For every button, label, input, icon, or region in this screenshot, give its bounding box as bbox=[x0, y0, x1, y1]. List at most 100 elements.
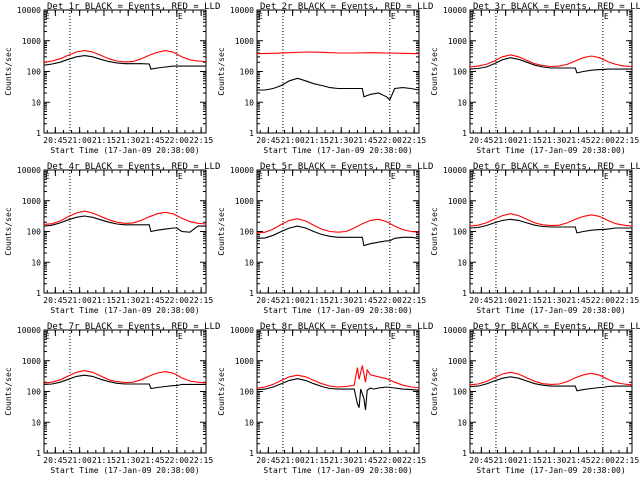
plot-frame bbox=[43, 329, 207, 454]
x-tick-label: 21:30 bbox=[116, 296, 140, 305]
events-series-line bbox=[469, 376, 632, 392]
x-tick-label: 21:15 bbox=[518, 296, 542, 305]
x-axis-label: Start Time (17-Jan-09 20:38:00) bbox=[263, 146, 412, 155]
event-marker-label: E bbox=[604, 12, 609, 21]
chart-title: Det 3r BLACK = Events, RED = LLD bbox=[473, 2, 640, 12]
x-tick-label: 22:00 bbox=[591, 136, 615, 145]
lld-series-line bbox=[256, 365, 420, 389]
y-tick-label: 10000 bbox=[17, 326, 41, 335]
y-tick-label: 100 bbox=[27, 68, 42, 77]
x-tick-label: 22:00 bbox=[378, 456, 402, 465]
x-axis-label: Start Time (17-Jan-09 20:38:00) bbox=[50, 306, 199, 315]
chart-panel-2: Det 2r BLACK = Events, RED = LLD Counts/s… bbox=[217, 2, 433, 155]
x-tick-label: 21:00 bbox=[494, 136, 518, 145]
lld-series-line bbox=[469, 371, 633, 386]
y-tick-label: 10 bbox=[244, 98, 254, 107]
lld-series-line bbox=[256, 51, 420, 55]
event-marker-label: E bbox=[471, 12, 476, 21]
event-marker-label: E bbox=[178, 172, 183, 181]
events-series-line bbox=[256, 378, 420, 411]
x-axis-label: Start Time (17-Jan-09 20:38:00) bbox=[263, 306, 412, 315]
y-tick-label: 1 bbox=[249, 289, 254, 298]
lld-series-line bbox=[43, 370, 207, 384]
y-axis-label: Counts/sec bbox=[4, 207, 13, 255]
chart-title: Det 1r BLACK = Events, RED = LLD bbox=[47, 2, 220, 12]
x-tick-label: 22:15 bbox=[615, 296, 639, 305]
x-tick-label: 21:45 bbox=[140, 136, 164, 145]
x-axis-label: Start Time (17-Jan-09 20:38:00) bbox=[476, 306, 625, 315]
x-axis-label: Start Time (17-Jan-09 20:38:00) bbox=[50, 146, 199, 155]
x-tick-label: 21:00 bbox=[68, 296, 92, 305]
lld-series-line bbox=[256, 218, 420, 234]
y-tick-label: 1 bbox=[462, 289, 467, 298]
event-marker-label: E bbox=[391, 12, 396, 21]
y-tick-label: 100 bbox=[240, 228, 255, 237]
x-tick-label: 22:00 bbox=[378, 296, 402, 305]
chart-title: Det 2r BLACK = Events, RED = LLD bbox=[260, 2, 433, 12]
x-tick-label: 21:30 bbox=[116, 136, 140, 145]
y-tick-label: 100 bbox=[453, 68, 468, 77]
chart-title: Det 7r BLACK = Events, RED = LLD bbox=[47, 322, 220, 332]
chart-panel-4: Det 4r BLACK = Events, RED = LLD Counts/s… bbox=[4, 162, 220, 315]
chart-title: Det 8r BLACK = Events, RED = LLD bbox=[260, 322, 433, 332]
x-tick-label: 22:15 bbox=[402, 456, 426, 465]
x-tick-label: 21:45 bbox=[353, 456, 377, 465]
y-tick-label: 10 bbox=[457, 98, 467, 107]
y-tick-label: 10000 bbox=[230, 6, 254, 15]
y-tick-label: 1000 bbox=[448, 197, 467, 206]
x-tick-label: 21:30 bbox=[116, 456, 140, 465]
y-tick-label: 1 bbox=[36, 449, 41, 458]
x-tick-label: 21:30 bbox=[329, 136, 353, 145]
y-tick-label: 100 bbox=[240, 388, 255, 397]
x-axis-label: Start Time (17-Jan-09 20:38:00) bbox=[476, 466, 625, 475]
x-tick-label: 21:15 bbox=[92, 136, 116, 145]
events-series-line bbox=[256, 225, 420, 247]
x-axis-label: Start Time (17-Jan-09 20:38:00) bbox=[476, 146, 625, 155]
y-tick-label: 1 bbox=[249, 129, 254, 138]
y-tick-label: 1000 bbox=[22, 37, 41, 46]
y-tick-label: 1000 bbox=[448, 37, 467, 46]
x-tick-label: 21:15 bbox=[92, 456, 116, 465]
x-tick-label: 22:00 bbox=[591, 296, 615, 305]
lld-series-line bbox=[43, 210, 207, 225]
event-marker-label: E bbox=[178, 12, 183, 21]
y-axis-label: Counts/sec bbox=[217, 207, 226, 255]
y-tick-label: 10000 bbox=[230, 166, 254, 175]
y-tick-label: 1 bbox=[462, 449, 467, 458]
x-tick-label: 22:00 bbox=[378, 136, 402, 145]
y-tick-label: 100 bbox=[240, 68, 255, 77]
y-tick-label: 1000 bbox=[235, 357, 254, 366]
x-tick-label: 21:15 bbox=[305, 136, 329, 145]
event-marker-label: E bbox=[391, 332, 396, 341]
x-tick-label: 21:45 bbox=[353, 136, 377, 145]
x-tick-label: 21:45 bbox=[140, 456, 164, 465]
chart-panel-5: Det 5r BLACK = Events, RED = LLD Counts/s… bbox=[217, 162, 433, 315]
y-tick-label: 1000 bbox=[22, 197, 41, 206]
x-tick-label: 21:00 bbox=[494, 456, 518, 465]
x-tick-label: 21:15 bbox=[518, 136, 542, 145]
y-tick-label: 10 bbox=[244, 258, 254, 267]
y-axis-label: Counts/sec bbox=[430, 367, 439, 415]
chart-panel-7: Det 7r BLACK = Events, RED = LLD Counts/s… bbox=[4, 322, 220, 475]
chart-title: Det 6r BLACK = Events, RED = LLD bbox=[473, 162, 640, 172]
event-marker-label: E bbox=[45, 332, 50, 341]
y-tick-label: 10 bbox=[457, 258, 467, 267]
plot-frame bbox=[256, 9, 420, 134]
y-tick-label: 1 bbox=[36, 289, 41, 298]
events-series-line bbox=[469, 57, 632, 74]
chart-panel-9: Det 9r BLACK = Events, RED = LLD Counts/s… bbox=[430, 322, 640, 475]
x-tick-label: 21:15 bbox=[518, 456, 542, 465]
plot-frame bbox=[43, 9, 207, 134]
x-tick-label: 21:15 bbox=[92, 296, 116, 305]
x-axis-label: Start Time (17-Jan-09 20:38:00) bbox=[263, 466, 412, 475]
event-marker-label: E bbox=[604, 332, 609, 341]
x-tick-label: 21:00 bbox=[68, 456, 92, 465]
x-tick-label: 20:45 bbox=[256, 136, 280, 145]
event-marker-label: E bbox=[178, 332, 183, 341]
y-tick-label: 10000 bbox=[17, 6, 41, 15]
x-tick-label: 22:15 bbox=[189, 296, 213, 305]
x-tick-label: 21:45 bbox=[566, 296, 590, 305]
x-tick-label: 22:00 bbox=[165, 456, 189, 465]
plot-frame bbox=[469, 329, 633, 454]
chart-panel-8: Det 8r BLACK = Events, RED = LLD Counts/s… bbox=[217, 322, 433, 475]
